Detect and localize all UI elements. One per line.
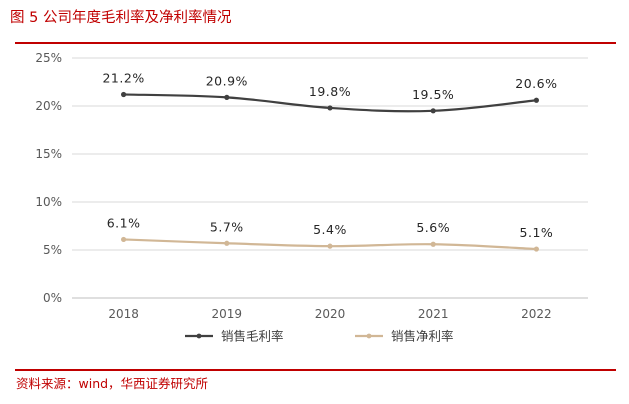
data-point-1 xyxy=(430,108,436,114)
data-label-2: 5.4% xyxy=(313,222,347,237)
source-note: 资料来源：wind，华西证券研究所 xyxy=(16,376,209,391)
data-point-1 xyxy=(533,97,540,103)
footer-rule xyxy=(15,369,616,371)
legend-label-1: 销售毛利率 xyxy=(221,329,284,344)
data-point-2 xyxy=(224,240,230,246)
data-label-2: 5.6% xyxy=(416,220,450,235)
data-label-2: 5.7% xyxy=(210,219,244,234)
x-tick-label: 2018 xyxy=(108,307,139,321)
data-point-2 xyxy=(121,236,127,243)
data-label-2: 5.1% xyxy=(520,225,554,240)
y-tick-label: 0% xyxy=(43,291,62,305)
data-point-2 xyxy=(533,246,540,252)
figure-title: 图 5 公司年度毛利率及净利率情况 xyxy=(10,10,232,26)
data-point-2 xyxy=(327,243,333,249)
data-point-2 xyxy=(430,241,436,247)
data-label-1: 19.5% xyxy=(412,87,454,102)
x-tick-label: 2020 xyxy=(315,307,346,321)
y-tick-label: 15% xyxy=(35,147,62,161)
y-tick-label: 25% xyxy=(35,51,62,65)
y-tick-label: 20% xyxy=(35,99,62,113)
header-rule xyxy=(15,42,616,44)
x-tick-label: 2022 xyxy=(521,307,552,321)
data-point-1 xyxy=(327,105,333,111)
data-label-2: 6.1% xyxy=(107,215,141,230)
data-label-1: 20.9% xyxy=(206,73,248,88)
data-label-1: 21.2% xyxy=(102,70,144,85)
data-point-1 xyxy=(121,91,127,98)
data-point-1 xyxy=(224,94,230,100)
x-tick-label: 2019 xyxy=(212,307,243,321)
y-tick-label: 10% xyxy=(35,195,62,209)
legend-marker-1 xyxy=(196,333,202,339)
data-label-1: 20.6% xyxy=(515,76,557,91)
x-tick-label: 2021 xyxy=(418,307,449,321)
data-label-1: 19.8% xyxy=(309,84,351,99)
legend-marker-2 xyxy=(366,333,372,339)
legend-label-2: 销售净利率 xyxy=(391,329,454,344)
y-tick-label: 5% xyxy=(43,243,62,257)
